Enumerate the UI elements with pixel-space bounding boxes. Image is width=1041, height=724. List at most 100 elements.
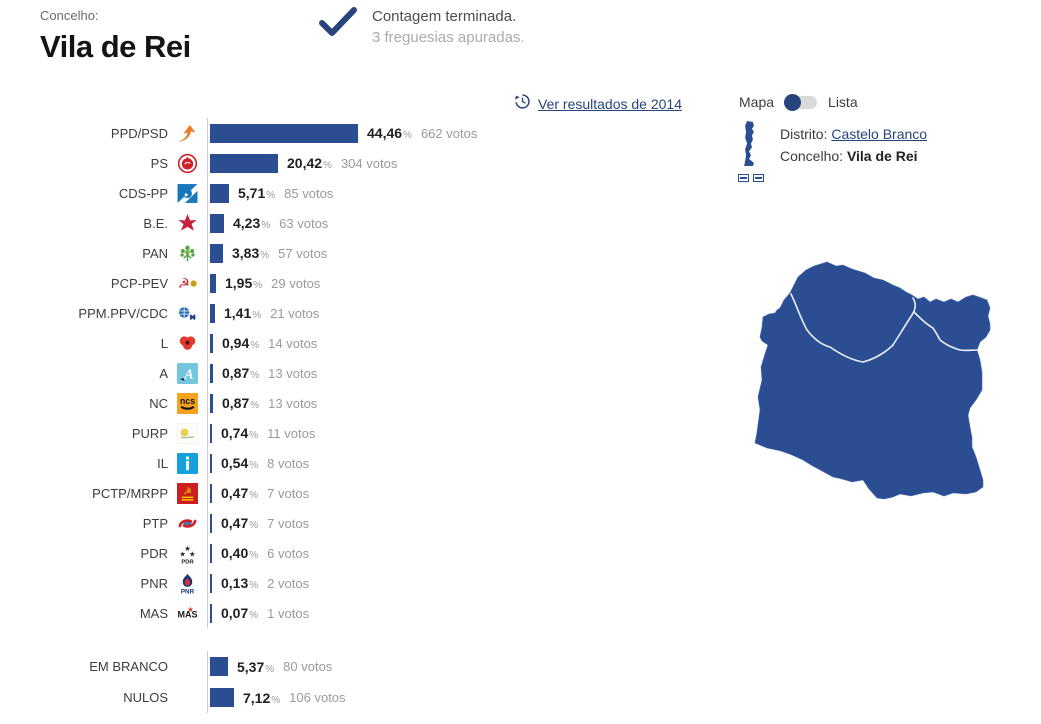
votes-value: 13 votos [268, 365, 318, 381]
percent-symbol: % [403, 130, 412, 141]
party-label: PCTP/MRPP [92, 485, 168, 501]
result-bar [210, 483, 212, 503]
percent-symbol: % [260, 250, 270, 261]
municipality-map[interactable] [748, 242, 998, 517]
party-label: A [159, 365, 168, 381]
blank-null-results-list: EM BRANCO 5,37% 80 votos NULOS 7,12% 106 voto… [38, 651, 518, 713]
result-bar [210, 393, 213, 413]
district-link[interactable]: Castelo Branco [831, 126, 928, 142]
list-toggle-label: Lista [828, 94, 858, 110]
result-bar [210, 363, 213, 383]
svg-text:PDR: PDR [181, 559, 194, 564]
result-bar [210, 303, 215, 323]
cds-pp-circle-icon [175, 183, 199, 204]
page-title: Vila de Rei [40, 29, 191, 64]
no-icon [175, 656, 199, 677]
il-i-icon [175, 452, 199, 474]
result-bar [210, 333, 213, 353]
portugal-mini-map-icon [738, 120, 764, 182]
votes-value: 57 votos [278, 245, 328, 261]
percent-value: 1,95% [225, 275, 263, 291]
percent-value: 0,54% [221, 455, 259, 471]
percent-symbol: % [249, 580, 259, 591]
votes-value: 662 votos [420, 125, 478, 141]
svg-text:ncs: ncs [179, 396, 194, 406]
svg-text:★: ★ [189, 549, 196, 558]
votes-value: 80 votos [283, 659, 333, 674]
status-line-2: 3 freguesias apuradas. [372, 29, 525, 46]
pan-tree-icon [175, 243, 199, 264]
percent-symbol: % [323, 160, 332, 171]
party-label: NC [149, 395, 168, 411]
votes-value: 304 votos [340, 155, 398, 171]
votes-value: 6 votos [267, 545, 310, 561]
freguesia-border-northeast [913, 311, 978, 352]
view-2014-results-link[interactable]: Ver resultados de 2014 [538, 96, 682, 112]
percent-value: 0,40% [221, 545, 259, 561]
percent-value: 0,87% [222, 365, 260, 381]
percent-symbol: % [261, 220, 271, 231]
pcp-pev-hammer-sickle-icon: ☭ [175, 273, 199, 294]
percent-value: 7,12% [243, 689, 281, 706]
madeira-inset-icon [753, 174, 764, 182]
map-list-toggle[interactable] [784, 93, 818, 111]
votes-value: 85 votos [284, 185, 334, 201]
party-label: PURP [131, 425, 168, 441]
district-label: Distrito: [780, 126, 828, 142]
result-bar [210, 183, 229, 203]
nc-ncs-icon: ncs [175, 392, 199, 414]
no-icon [175, 687, 199, 708]
axis-line [207, 651, 208, 713]
percent-value: 0,47% [221, 485, 259, 501]
council-kicker: Concelho: [40, 8, 99, 23]
party-row: CDS-PP 5,71% 85 votos [38, 178, 518, 208]
percent-value: 0,13% [221, 575, 259, 591]
check-icon [318, 6, 358, 48]
votes-value: 1 votos [267, 605, 310, 621]
party-label: B.E. [143, 215, 168, 231]
map-toggle-label: Mapa [739, 94, 775, 110]
party-row: PCTP/MRPP ☭ 0,47% 7 votos [38, 478, 518, 508]
percent-symbol: % [249, 490, 259, 501]
percent-value: 1,41% [224, 305, 262, 321]
percent-value: 0,07% [221, 605, 259, 621]
history-clock-icon [514, 93, 531, 115]
percent-value: 4,23% [233, 215, 271, 231]
percent-symbol: % [265, 663, 275, 675]
votes-value: 7 votos [267, 515, 310, 531]
council-label: Concelho: [780, 148, 844, 164]
votes-value: 21 votos [270, 305, 320, 321]
svg-text:MAS: MAS [177, 609, 197, 619]
result-bar [210, 213, 224, 233]
party-row: MAS MAS 0,07% 1 votos [38, 598, 518, 628]
result-bar [210, 657, 228, 676]
mas-star-icon: MAS [175, 603, 199, 624]
pnr-flame-icon: PNR [175, 573, 199, 594]
percent-symbol: % [249, 610, 259, 621]
percent-symbol: % [250, 400, 260, 411]
votes-value: 2 votos [267, 575, 310, 591]
party-row: PURP 0,74% 11 votos [38, 418, 518, 448]
ps-fist-rose-icon [175, 153, 199, 174]
party-label: PPD/PSD [110, 125, 168, 141]
be-star-icon [175, 213, 199, 234]
party-label: PNR [140, 575, 168, 591]
party-row: PPD/PSD 44,46% 662 votos [38, 118, 518, 148]
percent-value: 5,71% [238, 185, 276, 201]
percent-symbol: % [250, 370, 260, 381]
percent-value: 0,47% [221, 515, 259, 531]
party-label: PPM.PPV/CDC [78, 305, 168, 321]
percent-value: 44,46% [367, 125, 412, 141]
party-row: B.E. 4,23% 63 votos [38, 208, 518, 238]
svg-text:☭: ☭ [183, 486, 191, 497]
party-row: PAN 3,83% 57 votos [38, 238, 518, 268]
alianca-a-icon: A [175, 362, 199, 384]
votes-value: 7 votos [267, 485, 310, 501]
percent-value: 3,83% [232, 245, 270, 261]
party-label: PAN [142, 245, 168, 261]
party-row: NC ncs 0,87% 13 votos [38, 388, 518, 418]
party-row: PCP-PEV ☭ 1,95% 29 votos [38, 268, 518, 298]
party-label: PS [150, 155, 168, 171]
toggle-knob [784, 93, 802, 111]
